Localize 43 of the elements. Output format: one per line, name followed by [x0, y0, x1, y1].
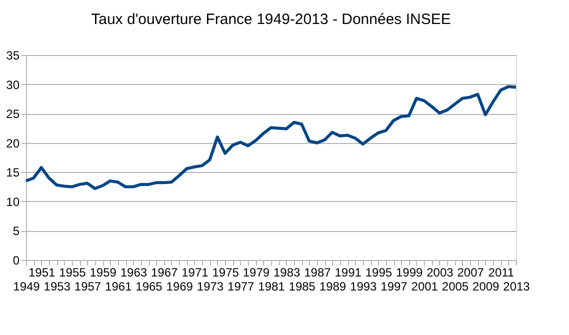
x-tick-label: 1961	[105, 280, 132, 294]
x-tick-label: 2011	[488, 266, 514, 280]
y-tick-label: 5	[12, 224, 20, 238]
y-tick-label: 25	[6, 107, 20, 122]
x-tick-label: 1955	[59, 266, 86, 280]
x-tick-label: 1959	[90, 266, 117, 280]
chart-title: Taux d'ouverture France 1949-2013 - Données INSEE	[91, 11, 451, 28]
line-series	[24, 85, 518, 190]
x-tick-label: 1973	[196, 280, 224, 294]
x-tick-label: 2007	[457, 266, 484, 280]
x-tick-label: 1993	[350, 280, 378, 294]
x-tick-label: 1977	[228, 280, 255, 294]
x-tick-label: 1985	[288, 280, 316, 294]
y-tick-label: 10	[6, 194, 20, 209]
x-tick-label: 1949	[13, 280, 40, 294]
x-tick-label: 1989	[319, 280, 346, 294]
x-tick-label: 1987	[304, 266, 332, 280]
x-tick-label: 2005	[442, 280, 469, 294]
x-tick-label: 1981	[258, 280, 286, 294]
x-tick-label: 1997	[380, 280, 408, 294]
x-tick-label: 1975	[212, 266, 240, 280]
x-tick-label: 1979	[242, 266, 270, 280]
x-tick-label: 1953	[44, 280, 71, 294]
x-tick-label: 1983	[273, 266, 300, 280]
y-tick-label: 30	[6, 78, 20, 92]
y-tick-label: 15	[6, 166, 20, 180]
x-tick-label: 1995	[365, 266, 392, 280]
y-tick-label: 0	[12, 254, 20, 268]
x-tick-label: 1991	[334, 266, 362, 280]
x-tick-label: 1999	[396, 266, 423, 280]
x-tick-label: 1965	[136, 280, 163, 294]
x-tick-label: 2003	[426, 266, 454, 280]
x-tick-label: 2009	[472, 280, 500, 294]
y-tick-label: 20	[6, 136, 20, 150]
x-tick-label: 1969	[166, 280, 194, 294]
x-tick-label: 1963	[120, 266, 148, 280]
y-tick-label: 35	[6, 48, 20, 62]
x-tick-label: 2001	[411, 280, 438, 294]
x-tick-label: 1957	[74, 280, 102, 294]
x-tick-label: 1967	[150, 266, 178, 280]
x-tick-label: 2013	[503, 280, 530, 294]
x-tick-label: 1971	[182, 266, 209, 280]
x-tick-label: 1951	[28, 266, 56, 280]
